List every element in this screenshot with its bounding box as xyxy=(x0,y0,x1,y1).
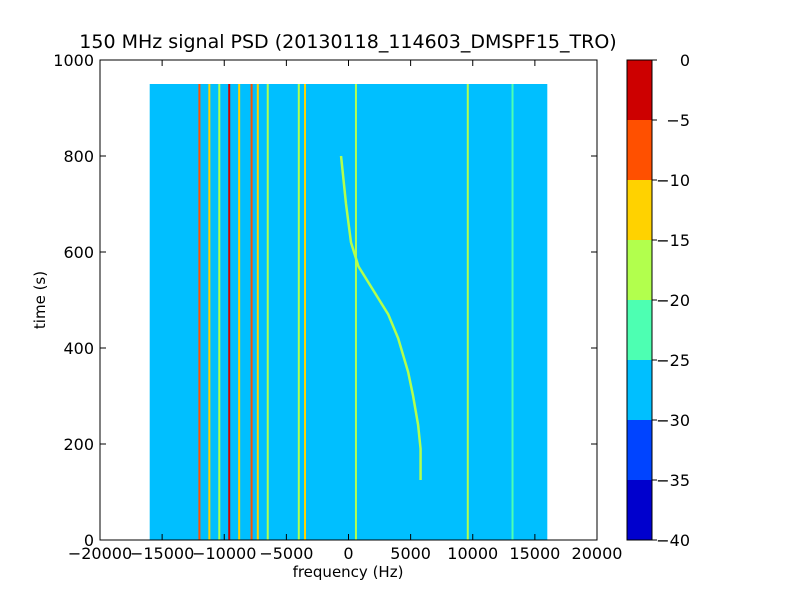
x-tick-label: 15000 xyxy=(509,544,560,563)
x-tick-label: −20000 xyxy=(68,544,132,563)
doppler-trace xyxy=(339,155,422,480)
x-tick-label: 10000 xyxy=(447,544,498,563)
colorbar-tick-label: −5 xyxy=(666,111,690,130)
colorbar-tick-label: −40 xyxy=(656,531,690,550)
colorbar-tick-label: −30 xyxy=(656,411,690,430)
plot-area: −20000−15000−10000 −5000 0 5000 10000 15000 20… xyxy=(53,51,622,563)
colorbar-band xyxy=(627,60,652,120)
y-axis-ticks: 0 200 400 600 800 1000 xyxy=(53,51,597,550)
colorbar-band xyxy=(627,360,652,420)
y-tick-label: 600 xyxy=(63,243,94,262)
x-tick-label: −15000 xyxy=(130,544,194,563)
x-tick-label: 20000 xyxy=(572,544,623,563)
colorbar-tick-label: −25 xyxy=(656,351,690,370)
colorbar-band xyxy=(627,240,652,300)
heatmap-background xyxy=(149,84,548,540)
colorbar-band xyxy=(627,420,652,480)
x-tick-label: −5000 xyxy=(259,544,313,563)
y-axis-label: time (s) xyxy=(31,271,49,329)
x-tick-label: 0 xyxy=(343,544,353,563)
colorbar-band xyxy=(627,180,652,240)
colorbar-tick-label: 0 xyxy=(680,51,690,70)
y-tick-label: 1000 xyxy=(53,51,94,70)
x-axis-label: frequency (Hz) xyxy=(293,563,404,581)
y-tick-label: 800 xyxy=(63,147,94,166)
heatmap-data xyxy=(149,84,548,540)
x-axis-ticks: −20000−15000−10000 −5000 0 5000 10000 15000 20… xyxy=(68,60,623,563)
colorbar-tick-label: −10 xyxy=(656,171,690,190)
x-tick-label: −10000 xyxy=(192,544,256,563)
y-tick-label: 200 xyxy=(63,435,94,454)
colorbar-tick-label: −15 xyxy=(656,231,690,250)
y-tick-label: 0 xyxy=(84,531,94,550)
colorbar-bands xyxy=(627,60,652,540)
chart-title: 150 MHz signal PSD (20130118_114603_DMSP… xyxy=(79,31,616,53)
colorbar-band xyxy=(627,300,652,360)
x-tick-label: 5000 xyxy=(390,544,431,563)
colorbar-tick-label: −20 xyxy=(656,291,690,310)
colorbar-band xyxy=(627,480,652,540)
colorbar-band xyxy=(627,120,652,180)
y-tick-label: 400 xyxy=(63,339,94,358)
colorbar: −40 −35 −30 −25 −20 −15 −10 −5 0 xyxy=(626,51,690,550)
colorbar-tick-label: −35 xyxy=(656,471,690,490)
colorbar-ticks: −40 −35 −30 −25 −20 −15 −10 −5 0 xyxy=(652,51,690,550)
